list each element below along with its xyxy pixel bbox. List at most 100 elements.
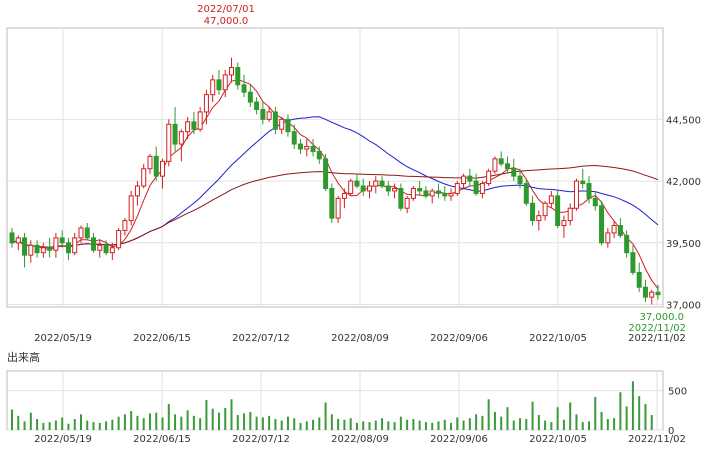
candle-body	[398, 187, 404, 209]
candlestick	[78, 225, 84, 243]
candlestick	[9, 227, 15, 248]
candle-body	[599, 205, 605, 244]
candle-body	[285, 118, 291, 133]
candle-body	[385, 185, 391, 192]
volume-bar	[186, 410, 189, 430]
candlestick	[191, 111, 197, 135]
candle-body	[504, 163, 510, 170]
volume-bar	[224, 407, 227, 430]
volume-bar	[79, 414, 82, 430]
candlestick	[247, 84, 253, 108]
volume-bar	[506, 407, 509, 430]
volume-bar	[155, 412, 158, 430]
candle-body	[410, 187, 416, 199]
candlestick	[254, 97, 260, 115]
volume-bar	[274, 418, 277, 430]
candle-body	[442, 192, 448, 197]
candle-body	[373, 180, 379, 187]
volume-bar	[537, 415, 540, 430]
volume-bar	[581, 422, 584, 430]
volume-bar	[531, 401, 534, 430]
candle-body	[229, 67, 235, 76]
candle-body	[78, 227, 84, 239]
volume-bar	[255, 416, 258, 430]
candle-body	[435, 190, 441, 194]
candlestick	[479, 181, 485, 199]
volume-bar	[261, 417, 264, 430]
candle-body	[241, 84, 247, 93]
volume-bar	[268, 415, 271, 430]
candlestick	[442, 186, 448, 201]
volume-bar	[73, 418, 76, 430]
candlestick	[536, 210, 542, 231]
candlestick	[47, 237, 53, 258]
volume-bar	[625, 406, 628, 430]
volume-bar	[638, 396, 641, 430]
candle-body	[235, 67, 241, 86]
candlestick	[122, 218, 128, 236]
candlestick	[567, 203, 573, 226]
volume-bar	[443, 419, 446, 430]
candlestick	[385, 181, 391, 196]
candlestick	[348, 178, 354, 196]
candle-body	[404, 197, 410, 209]
axis-labels: 2022/05/19 2022/05/19 2022/06/15 2022/06/15…	[34, 115, 701, 445]
volume-bars	[11, 381, 653, 430]
candlestick	[178, 129, 184, 162]
high-annotation-value: 47,000.0	[204, 16, 249, 27]
volume-bar	[468, 418, 471, 430]
candlestick	[97, 240, 103, 258]
candle-body	[348, 180, 354, 194]
candle-body	[580, 180, 586, 185]
candle-body	[555, 195, 561, 227]
candle-body	[573, 180, 579, 209]
candlestick	[605, 227, 611, 248]
volume-bar	[205, 400, 208, 430]
candle-body	[279, 118, 285, 130]
volume-bar	[299, 422, 302, 430]
volume-bar	[217, 412, 220, 430]
volume-bar	[575, 414, 578, 430]
volume-bar	[450, 422, 453, 430]
volume-bar	[412, 418, 415, 430]
candle-body	[47, 247, 53, 251]
candle-body	[53, 237, 59, 251]
candle-body	[511, 168, 517, 177]
candle-body	[417, 187, 423, 192]
volume-bar	[355, 422, 358, 430]
volume-x-tick-label: 2022/11/02	[628, 434, 686, 445]
volume-bar	[161, 417, 164, 430]
candlestick	[473, 173, 479, 196]
candlestick	[40, 242, 46, 258]
candlestick	[461, 173, 467, 189]
candle-body	[210, 79, 216, 96]
candlestick	[630, 245, 636, 275]
volume-bar	[54, 420, 57, 430]
candle-body	[84, 227, 90, 239]
volume-bar	[105, 421, 108, 430]
candle-body	[392, 187, 398, 192]
candlestick	[454, 181, 460, 196]
candle-body	[329, 187, 335, 219]
candlestick	[266, 107, 272, 122]
x-tick-label: 2022/08/09	[331, 333, 389, 344]
low-annotation-value: 37,000.0	[639, 312, 684, 323]
candle-body	[448, 192, 454, 197]
candlestick	[260, 102, 266, 125]
candlestick	[599, 200, 605, 246]
candlestick	[486, 168, 492, 187]
candle-body	[611, 225, 617, 234]
candle-body	[492, 158, 498, 172]
candle-body	[479, 183, 485, 194]
volume-bar	[11, 409, 13, 430]
volume-bar	[493, 411, 496, 430]
candlestick	[147, 153, 153, 174]
volume-bar	[525, 418, 528, 430]
candle-body	[103, 244, 109, 254]
volume-bar	[111, 419, 114, 430]
volume-bar	[280, 420, 283, 430]
volume-bar	[418, 420, 421, 430]
candlestick	[429, 188, 435, 204]
candle-body	[153, 155, 159, 177]
volume-bar	[569, 402, 572, 430]
